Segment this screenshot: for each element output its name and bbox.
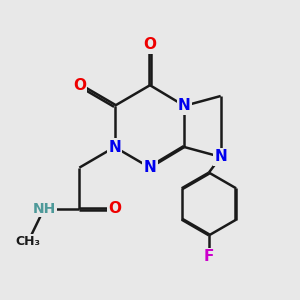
Text: N: N [214, 149, 227, 164]
Text: CH₃: CH₃ [16, 235, 41, 248]
Text: NH: NH [32, 202, 56, 216]
Text: N: N [178, 98, 191, 113]
Text: O: O [73, 78, 86, 93]
Text: N: N [108, 140, 121, 154]
Text: O: O [108, 201, 121, 216]
Text: F: F [204, 250, 214, 265]
Text: O: O [143, 38, 157, 52]
Text: N: N [144, 160, 156, 175]
